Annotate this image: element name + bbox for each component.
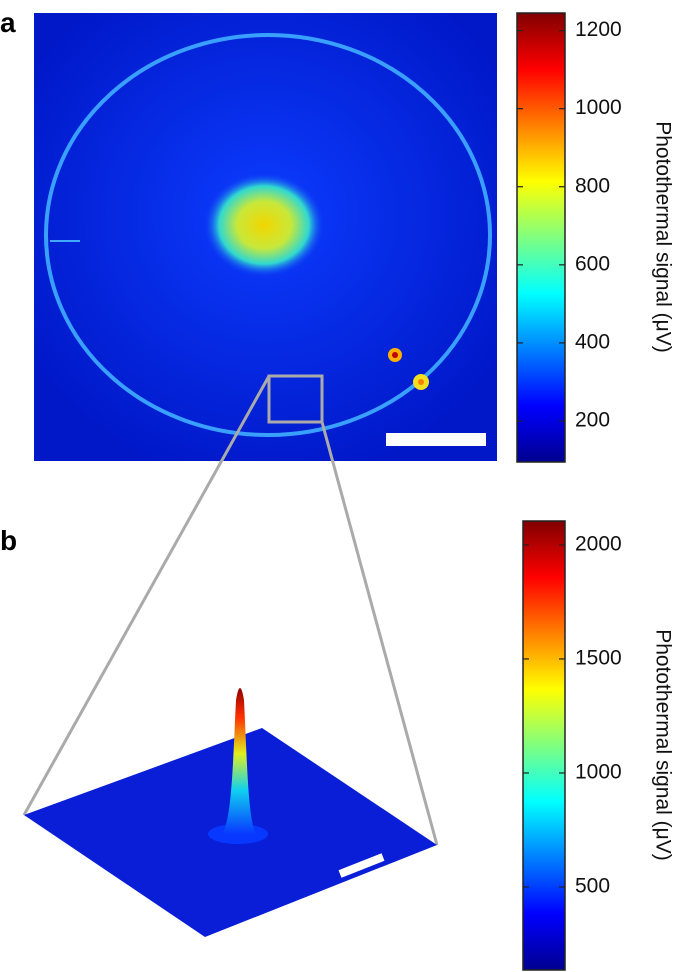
colorbar-tick-label: 600 [575, 252, 610, 275]
colorbar [522, 520, 566, 971]
colorbar-tick-label: 400 [575, 330, 610, 353]
colorbar-tick-label: 2000 [575, 532, 622, 555]
colorbar [516, 12, 566, 463]
panel-label: b [0, 525, 17, 556]
colorbar-label: Photothermal signal (μV) [651, 629, 674, 861]
colorbar-label: Photothermal signal (μV) [651, 121, 674, 353]
image-a [34, 13, 497, 461]
colorbar-tick-label: 1500 [575, 647, 622, 670]
zoom-line [320, 421, 439, 846]
colorbar-tick-label: 1000 [575, 761, 622, 784]
colorbar-tick-label: 1200 [575, 18, 622, 41]
zoom-line [22, 375, 271, 816]
surface-b [24, 688, 437, 937]
colorbar-tick-label: 500 [575, 875, 610, 898]
colorbar-tick-label: 800 [575, 174, 610, 197]
colorbar-tick-label: 1000 [575, 96, 622, 119]
colorbar-tick-label: 200 [575, 409, 610, 432]
panel-label: a [0, 7, 16, 38]
